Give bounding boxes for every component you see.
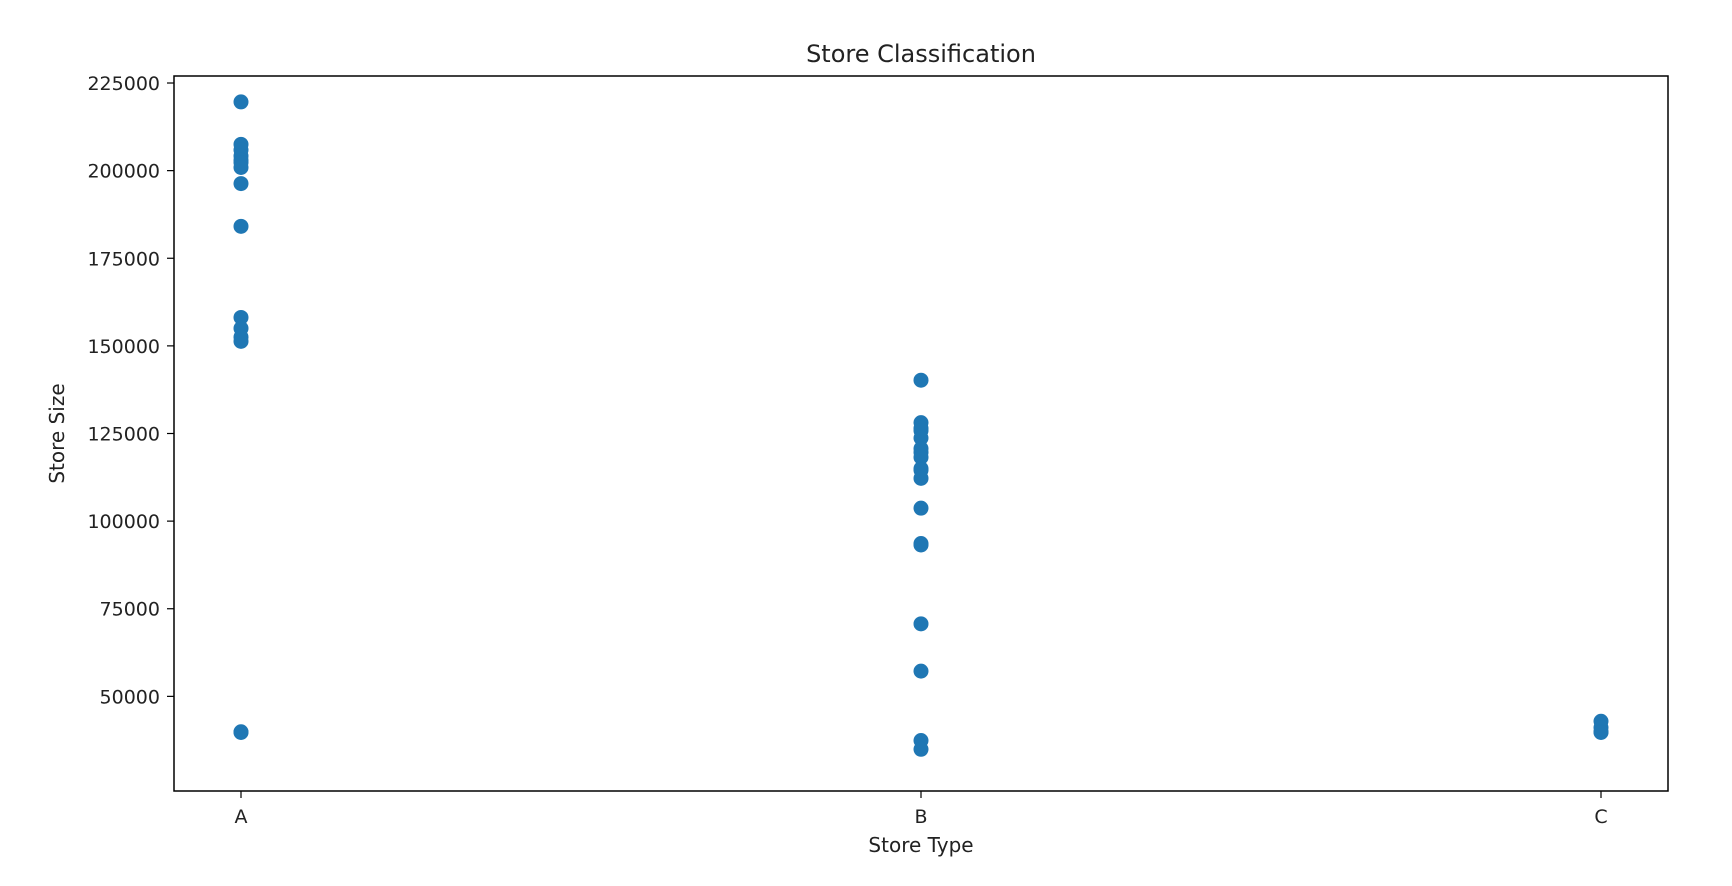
y-tick-label: 200000	[87, 161, 160, 183]
axes: 50000 75000 100000 125000 150000 175000 200000…	[87, 73, 1669, 828]
data-point	[913, 741, 929, 757]
data-point	[913, 372, 929, 388]
data-point	[233, 176, 249, 192]
chart-title: Store Classification	[806, 40, 1036, 68]
y-axis-title: Store Size	[45, 383, 69, 483]
data-point	[233, 333, 249, 349]
y-tick-label: 150000	[87, 336, 160, 358]
x-tick-label: A	[235, 806, 248, 828]
y-tick-label: 125000	[87, 424, 160, 446]
y-tick-label: 225000	[87, 73, 160, 95]
data-point	[1593, 724, 1609, 740]
y-tick-label: 50000	[100, 686, 160, 708]
data-point	[233, 309, 249, 325]
data-point	[233, 159, 249, 175]
data-point	[233, 724, 249, 740]
data-point	[913, 449, 929, 465]
y-tick-label: 175000	[87, 248, 160, 270]
data-point	[913, 537, 929, 553]
y-tick-label: 75000	[100, 599, 160, 621]
data-point	[913, 500, 929, 516]
y-tick-label: 100000	[87, 511, 160, 533]
data-point	[913, 663, 929, 679]
x-axis-title: Store Type	[868, 833, 973, 857]
data-point	[233, 218, 249, 234]
data-point	[913, 430, 929, 446]
data-point	[233, 94, 249, 110]
scatter-points	[233, 94, 1609, 757]
data-point	[913, 616, 929, 632]
data-point	[913, 470, 929, 486]
x-tick-label: B	[914, 806, 927, 828]
x-tick-label: C	[1594, 806, 1607, 828]
